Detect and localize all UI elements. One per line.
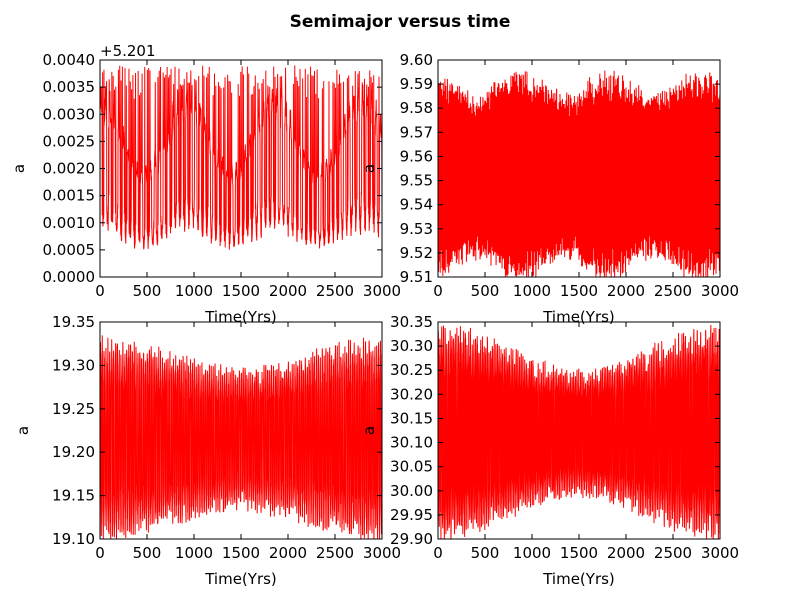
y-tick-label: 19.25 <box>52 400 95 418</box>
panel-2: 0 500 1000 1500 2000 2500 30009.519.529.539.54… <box>360 51 739 326</box>
y-tick-label: 9.55 <box>400 172 433 190</box>
figure-title: Semimajor versus time <box>290 12 511 32</box>
y-tick-label: 19.35 <box>52 313 95 331</box>
series-line <box>438 324 720 539</box>
y-tick-label: 9.56 <box>400 147 433 165</box>
x-tick-label: 500 <box>471 282 500 300</box>
y-tick-label: 19.20 <box>52 443 95 461</box>
y-tick-label: 30.25 <box>390 361 433 379</box>
x-tick-label: 2000 <box>269 282 307 300</box>
x-axis-label: Time(Yrs) <box>542 570 615 588</box>
x-tick-label: 1000 <box>175 282 213 300</box>
x-tick-label: 1000 <box>513 544 551 562</box>
panel-1: 0 500 1000 1500 2000 2500 3000 0.0000 0.0005 0.00… <box>10 42 401 326</box>
y-tick-label: 19.10 <box>52 530 95 548</box>
x-tick-label: 0 <box>95 544 105 562</box>
x-tick-label: 2000 <box>607 282 645 300</box>
x-tick-label: 1500 <box>560 282 598 300</box>
x-tick-label: 1500 <box>222 544 260 562</box>
y-tick-label: 9.51 <box>400 268 433 286</box>
x-tick-label: 3000 <box>363 282 401 300</box>
y-tick-label: 29.90 <box>390 530 433 548</box>
y-tick-label: 30.35 <box>390 313 433 331</box>
series-line <box>100 65 382 250</box>
x-tick-label: 1500 <box>560 544 598 562</box>
y-tick-label: 9.59 <box>400 75 433 93</box>
x-tick-label: 0 <box>433 282 443 300</box>
y-tick-label: 0.0035 <box>43 78 96 96</box>
panel-4: 0 500 1000 1500 2000 2500 300029.9029.9530.003… <box>360 313 739 588</box>
y-tick-label: 19.15 <box>52 487 95 505</box>
x-tick-label: 500 <box>471 544 500 562</box>
y-offset-label: +5.201 <box>100 42 156 60</box>
y-tick-label: 30.10 <box>390 434 433 452</box>
y-tick-label: 30.15 <box>390 409 433 427</box>
y-tick-label: 19.30 <box>52 356 95 374</box>
y-tick-label: 0.0040 <box>43 51 96 69</box>
panel-3: 0 500 1000 1500 2000 2500 3000 19.10 19.15 19.20 1… <box>14 313 401 588</box>
y-tick-label: 9.57 <box>400 123 433 141</box>
x-tick-label: 1500 <box>222 282 260 300</box>
y-tick-label: 9.53 <box>400 220 433 238</box>
x-tick-label: 500 <box>133 544 162 562</box>
y-tick-label: 0.0010 <box>43 214 96 232</box>
x-tick-label: 2500 <box>654 282 692 300</box>
x-tick-label: 0 <box>433 544 443 562</box>
y-tick-label: 9.54 <box>400 196 433 214</box>
y-tick-label: 0.0000 <box>43 268 96 286</box>
y-tick-label: 9.52 <box>400 244 433 262</box>
y-tick-label: 0.0015 <box>43 187 96 205</box>
y-tick-label: 30.05 <box>390 458 433 476</box>
x-tick-label: 3000 <box>701 544 739 562</box>
series-line <box>100 335 382 539</box>
x-tick-label: 2000 <box>269 544 307 562</box>
x-axis-label: Time(Yrs) <box>204 570 277 588</box>
y-axis-label: a <box>10 164 28 173</box>
y-tick-label: 30.00 <box>390 482 433 500</box>
x-tick-label: 3000 <box>363 544 401 562</box>
y-axis-label: a <box>360 426 378 435</box>
x-tick-label: 3000 <box>701 282 739 300</box>
y-tick-label: 30.20 <box>390 385 433 403</box>
x-tick-label: 1000 <box>513 282 551 300</box>
y-tick-label: 0.0020 <box>43 160 96 178</box>
y-tick-label: 0.0005 <box>43 241 96 259</box>
y-tick-label: 29.95 <box>390 506 433 524</box>
x-tick-label: 0 <box>95 282 105 300</box>
y-axis-label: a <box>14 426 32 435</box>
x-tick-label: 2500 <box>654 544 692 562</box>
y-axis-label: a <box>360 164 378 173</box>
y-tick-label: 9.60 <box>400 51 433 69</box>
x-tick-label: 1000 <box>175 544 213 562</box>
x-tick-label: 500 <box>133 282 162 300</box>
y-tick-label: 0.0025 <box>43 132 96 150</box>
y-tick-label: 0.0030 <box>43 105 96 123</box>
x-tick-label: 2000 <box>607 544 645 562</box>
x-tick-label: 2500 <box>316 282 354 300</box>
y-tick-label: 9.58 <box>400 99 433 117</box>
series-line <box>438 70 720 277</box>
x-tick-label: 2500 <box>316 544 354 562</box>
y-tick-label: 30.30 <box>390 337 433 355</box>
